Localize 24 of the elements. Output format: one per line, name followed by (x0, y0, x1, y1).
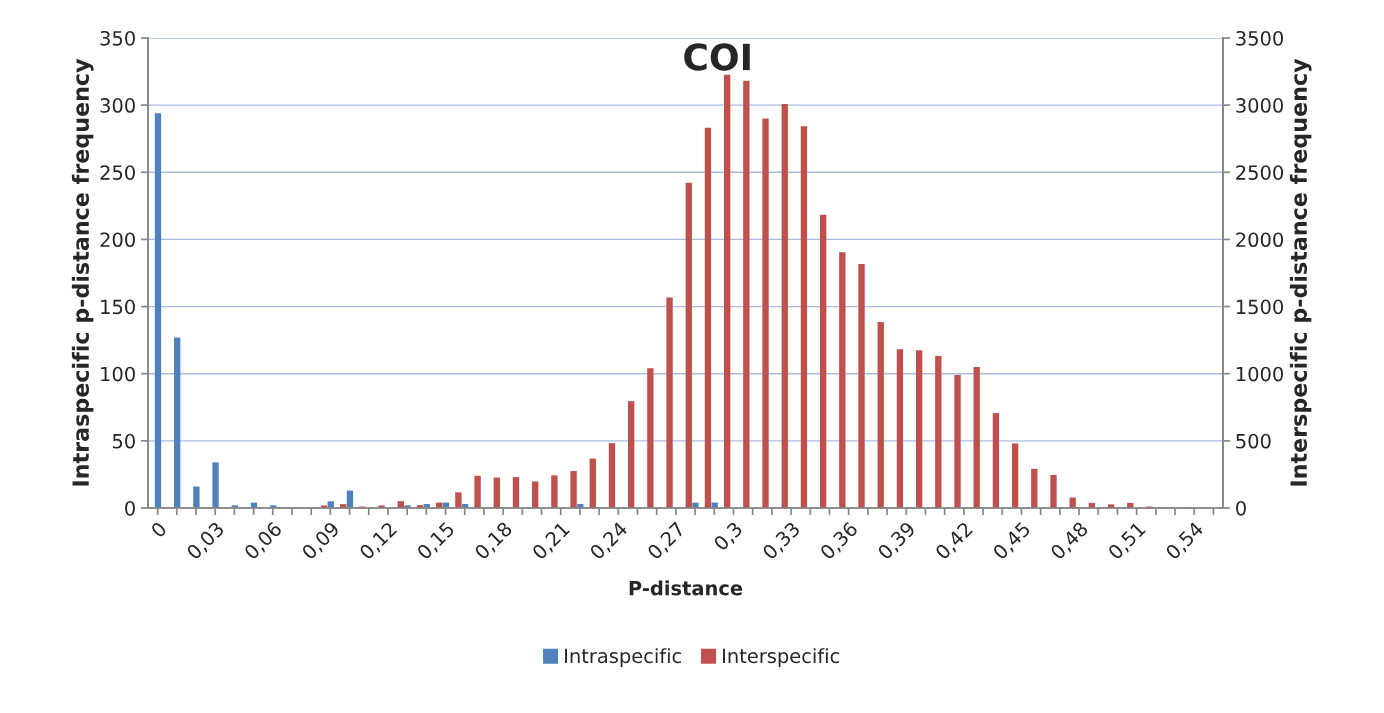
y-tick-label: 50 (112, 433, 135, 449)
y2-tick-label: 3000 (1236, 98, 1283, 113)
y-tick-label: 100 (101, 366, 135, 382)
y2-tick-label: 1000 (1236, 366, 1283, 382)
y-axis-title: Intraspecific p-distance frequency (71, 58, 94, 486)
y2-tick-label: 1500 (1236, 299, 1283, 315)
y2-axis-title: Interspecific p-distance frequency (1289, 58, 1312, 486)
y2-tick-label: 3500 (1236, 30, 1283, 46)
y-tick-label: 200 (100, 232, 135, 248)
y2-tick-label: 2000 (1236, 232, 1283, 248)
y-tick-label: 300 (100, 98, 135, 113)
x-tick-label: 0,3 (712, 521, 745, 553)
x-tick-label: 0 (150, 520, 168, 539)
chart-title: COI (684, 43, 750, 71)
y-tick-label: 350 (100, 30, 135, 46)
y-tick-label: 0 (125, 500, 135, 516)
y2-tick-label: 2500 (1236, 165, 1283, 180)
y2-tick-label: 500 (1236, 433, 1271, 449)
x-axis-title: P-distance (629, 580, 743, 596)
y-tick-label: 250 (100, 165, 135, 180)
legend-label: Intraspecific (565, 648, 682, 667)
y-tick-label: 150 (101, 299, 135, 315)
y2-tick-label: 0 (1236, 500, 1246, 516)
legend-label: Interspecific (723, 648, 840, 667)
